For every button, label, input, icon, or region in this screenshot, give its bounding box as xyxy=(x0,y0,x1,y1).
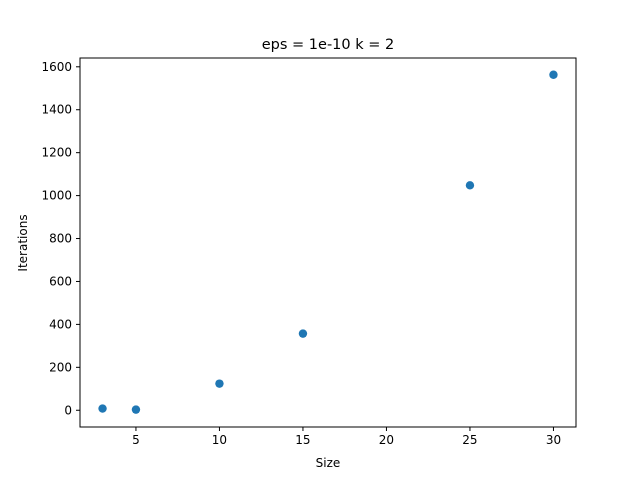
y-tick-label: 200 xyxy=(49,360,72,374)
x-tick-label: 30 xyxy=(546,433,561,447)
y-tick-label: 400 xyxy=(49,317,72,331)
x-tick-label: 20 xyxy=(379,433,394,447)
y-tick-label: 1600 xyxy=(41,60,72,74)
data-point xyxy=(549,70,558,79)
y-tick-label: 1400 xyxy=(41,103,72,117)
x-axis-label: Size xyxy=(316,456,341,470)
data-point xyxy=(98,404,107,413)
plot-frame xyxy=(79,57,577,428)
data-point xyxy=(131,405,141,414)
y-tick-label: 1000 xyxy=(41,189,72,203)
x-tick-label: 10 xyxy=(212,433,227,447)
data-point xyxy=(215,379,224,388)
data-point xyxy=(298,329,308,338)
axis-ticks: 5 10 15 20 25 30 0 200 400 600 800 1000 1200 1400 1600 xyxy=(41,60,561,447)
data-points xyxy=(98,70,558,414)
y-tick-label: 1200 xyxy=(41,146,72,160)
x-tick-label: 15 xyxy=(295,433,310,447)
y-tick-label: 800 xyxy=(49,232,72,246)
chart-title: eps = 1e-10 k = 2 xyxy=(262,37,394,53)
y-axis-label: Iterations xyxy=(16,214,30,271)
y-tick-label: 600 xyxy=(49,274,72,288)
data-point xyxy=(465,181,475,190)
y-tick-label: 0 xyxy=(64,403,72,417)
x-tick-label: 25 xyxy=(462,433,477,447)
x-tick-label: 5 xyxy=(132,433,140,447)
